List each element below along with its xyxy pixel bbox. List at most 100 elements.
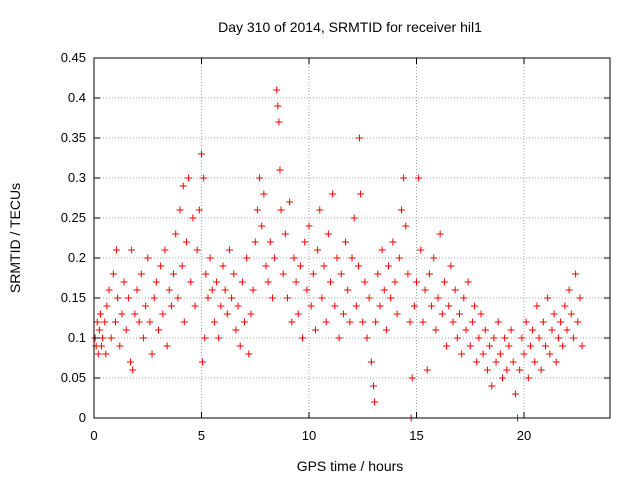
data-point [501,334,509,342]
data-point [404,270,412,278]
data-point [273,86,281,94]
data-point [354,262,362,270]
data-point [327,278,334,286]
data-point [432,326,440,334]
data-point [258,222,266,230]
data-point [382,326,390,334]
data-point [408,374,416,382]
data-point [179,182,187,190]
data-point [219,262,227,270]
data-point [576,294,584,302]
data-point [516,366,524,374]
data-point [251,238,259,246]
data-point [505,342,513,350]
data-point [410,302,418,310]
data-point [124,294,132,302]
x-tick-label: 5 [198,428,205,443]
data-point [204,294,212,302]
data-point [361,278,369,286]
data-point [537,366,545,374]
data-point [195,206,203,214]
data-point [419,318,427,326]
data-point [187,278,195,286]
data-point [201,334,209,342]
data-point [544,294,552,302]
data-point [526,342,534,350]
data-point [468,318,476,326]
data-point [397,206,405,214]
data-point [346,318,354,326]
data-point [406,318,414,326]
data-point [266,238,274,246]
data-point [210,318,218,326]
data-point [170,270,178,278]
data-point [567,310,575,318]
data-point [561,302,569,310]
data-point [268,294,276,302]
y-tick-label: 0.3 [68,170,86,185]
data-point [535,334,543,342]
data-point [335,334,343,342]
data-point [103,302,111,310]
data-point [296,262,304,270]
data-point [460,294,468,302]
data-point [445,302,453,310]
data-point [363,334,371,342]
data-point [496,350,504,358]
data-point [178,262,186,270]
data-point [221,286,229,294]
data-point [185,174,193,182]
data-point [161,246,169,254]
data-point [333,254,341,262]
data-point [301,238,309,246]
data-point [539,318,547,326]
data-point [256,174,264,182]
y-tick-label: 0.25 [61,210,86,225]
data-point [339,310,347,318]
data-point [552,358,560,366]
data-point [365,294,373,302]
data-point [453,334,461,342]
data-point [462,326,470,334]
data-point [98,342,106,350]
data-point [430,254,438,262]
y-tick-label: 0.05 [61,370,86,385]
data-point [520,350,528,358]
data-point [260,190,268,198]
data-point [144,254,152,262]
data-point [232,326,240,334]
data-point [155,326,162,334]
data-point [518,334,526,342]
data-point [94,350,102,358]
data-point [387,294,395,302]
data-point [217,302,225,310]
data-point [371,398,379,406]
data-point [128,246,136,254]
data-point [262,262,270,270]
data-point [303,286,311,294]
data-point [96,310,104,318]
data-point [395,254,403,262]
data-point [131,310,139,318]
data-point [120,278,128,286]
data-point [163,342,171,350]
data-point [180,318,188,326]
data-point [428,302,436,310]
data-point [486,342,494,350]
data-point [139,334,147,342]
data-point [367,358,375,366]
data-point [324,230,332,238]
data-point [316,206,324,214]
data-point [473,358,481,366]
data-point [199,358,207,366]
data-point [475,334,483,342]
data-point [569,334,577,342]
y-tick-label: 0 [79,410,86,425]
data-point [95,326,103,334]
data-point [318,294,326,302]
data-point [421,286,429,294]
data-point [167,302,175,310]
y-axis-label: SRMTID / TECUs [7,183,23,293]
data-point [548,326,556,334]
y-tick-label: 0.4 [68,90,86,105]
